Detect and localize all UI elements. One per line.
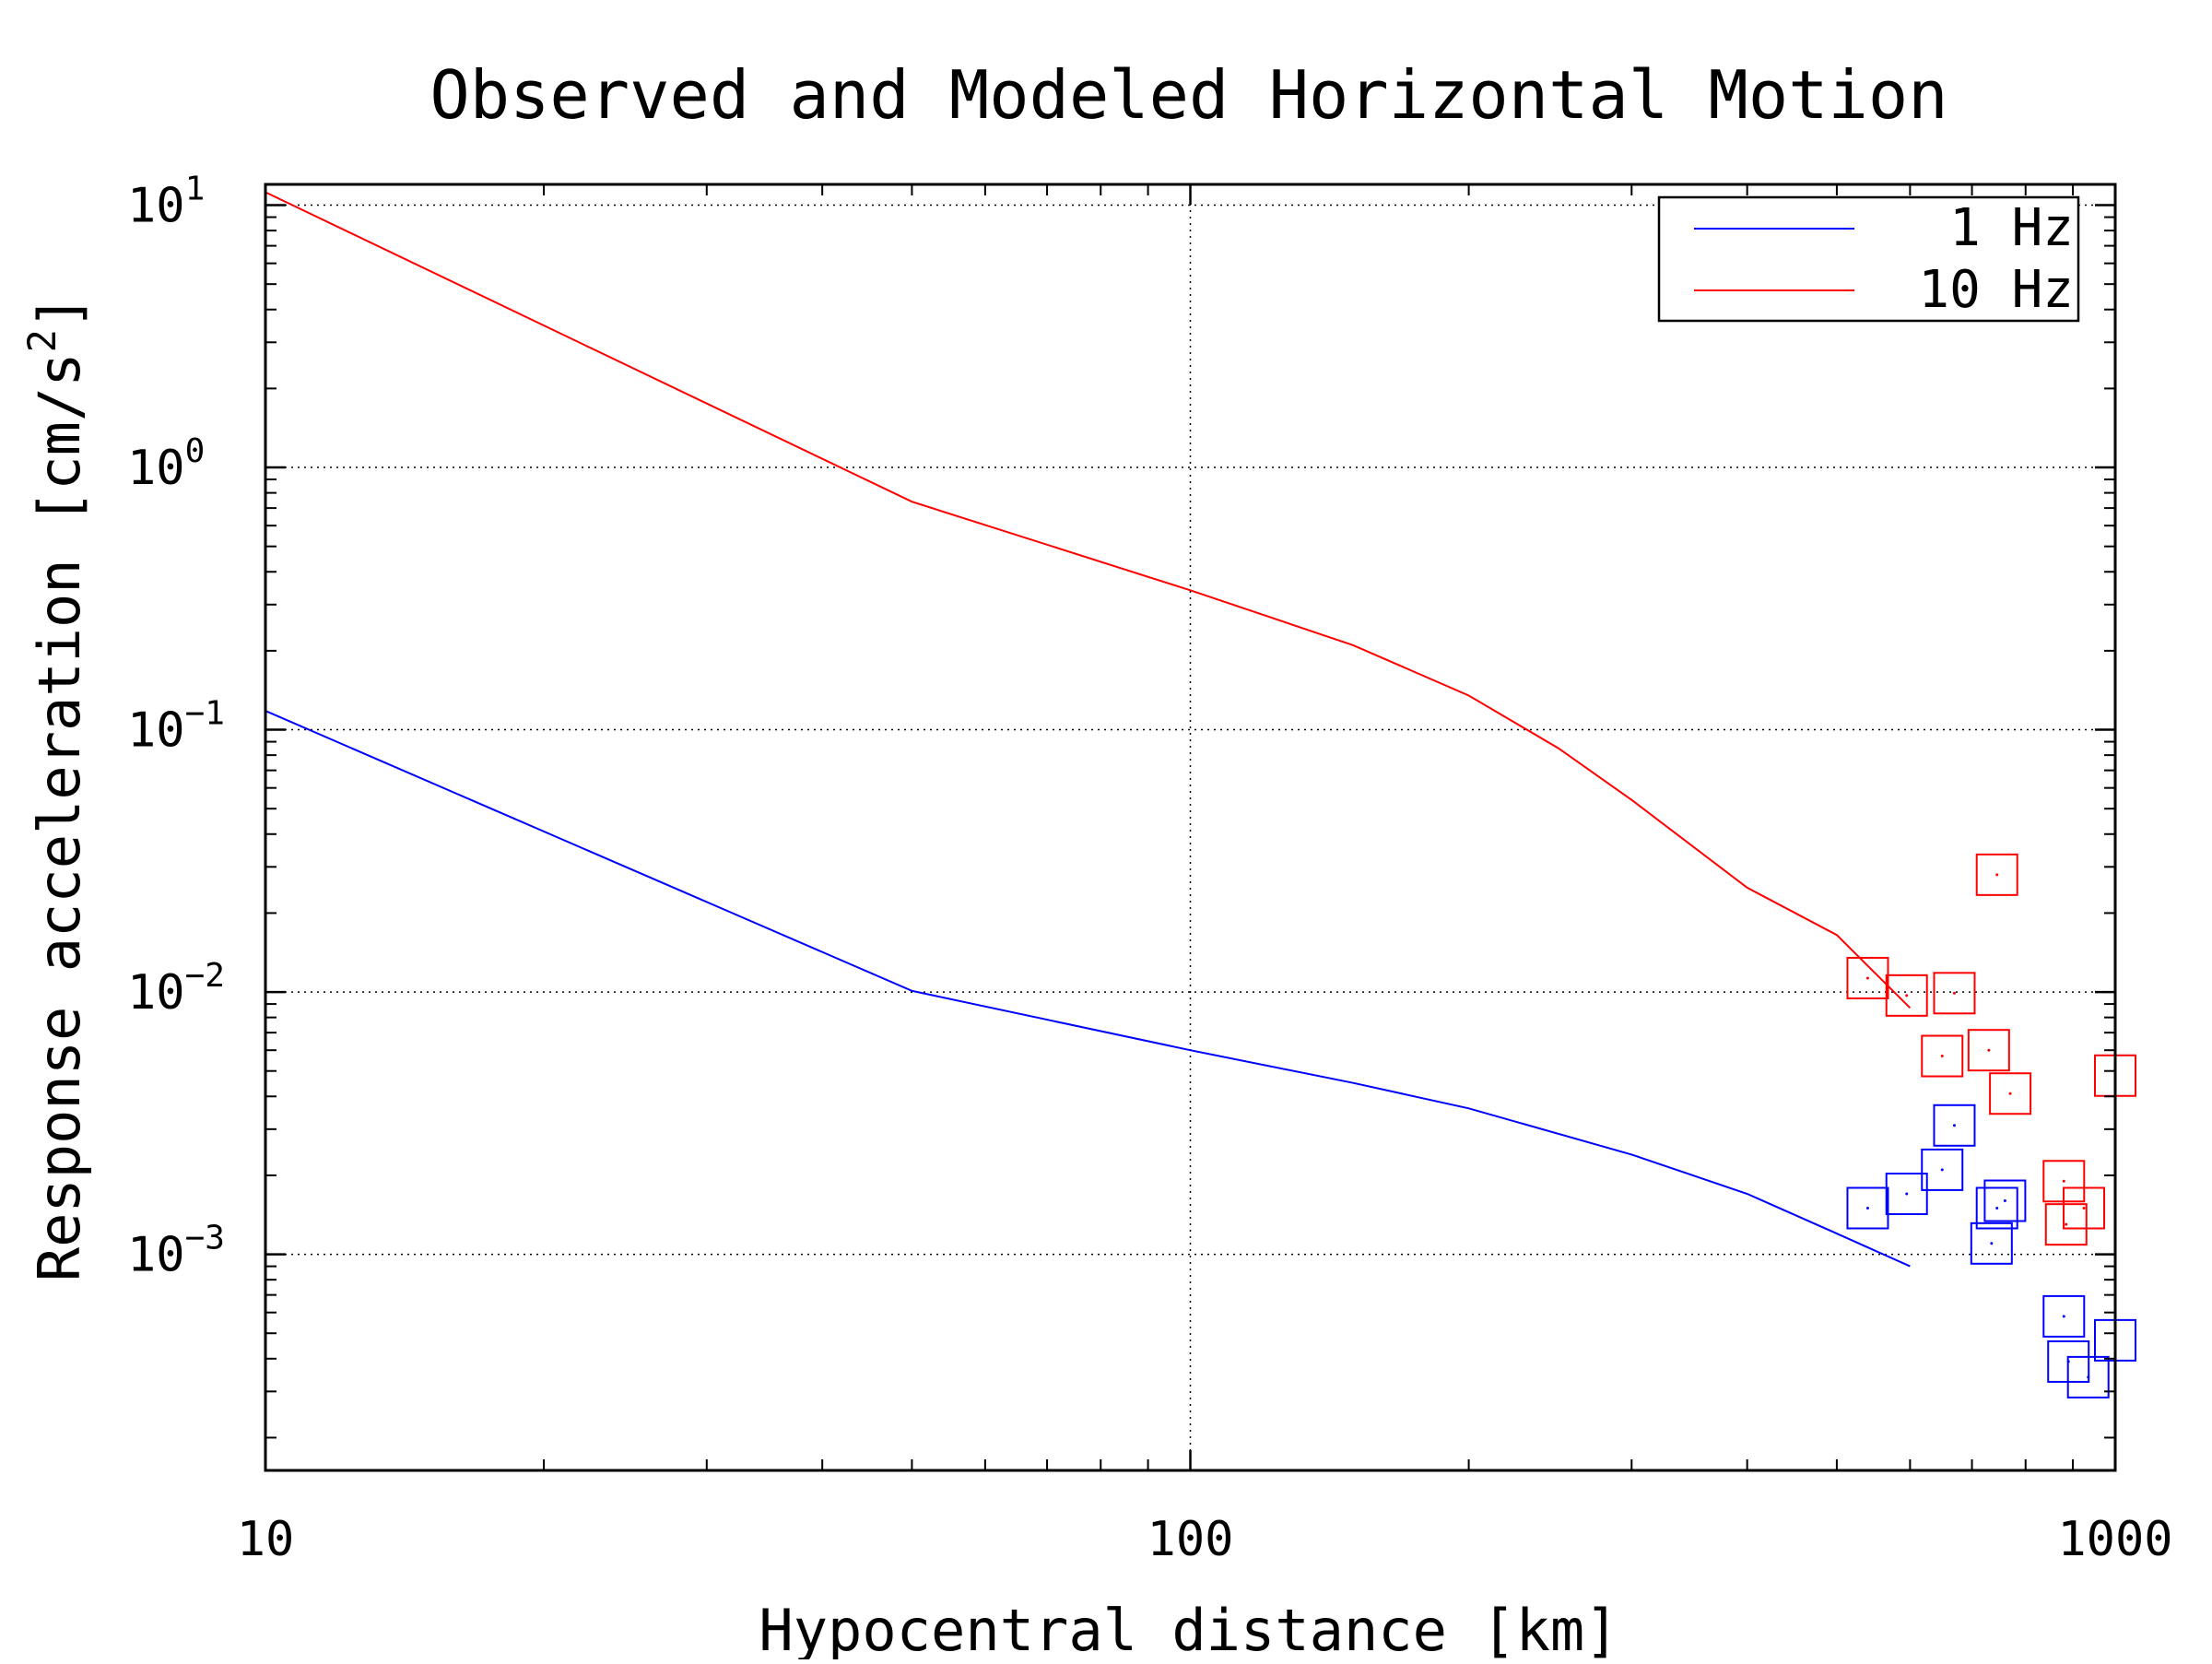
- scatter-point: [1885, 974, 1928, 1017]
- y-tick-label: 100: [127, 432, 205, 496]
- scatter-point: [2066, 1355, 2110, 1398]
- y-tick-label: 10−1: [127, 695, 225, 759]
- scatter-center-dot: [1952, 1124, 1956, 1127]
- series-line-1-hz: [265, 710, 1911, 1268]
- y-axis-label-main: Response acceleration [cm/s: [26, 352, 93, 1281]
- y-tick-label: 10−2: [127, 957, 225, 1021]
- legend-box: [1657, 195, 2080, 323]
- scatter-center-dot: [2082, 1206, 2086, 1210]
- scatter-square-marker: [1846, 956, 1889, 999]
- scatter-center-dot: [1952, 991, 1956, 995]
- ticks: [264, 184, 2117, 1470]
- scatter-square-marker: [1885, 1173, 1928, 1216]
- scatter-center-dot: [2062, 1179, 2065, 1183]
- scatter-square-marker: [1921, 1034, 1964, 1078]
- x-axis-label: Hypocentral distance [km]: [759, 1597, 1618, 1659]
- scatter-center-dot: [1990, 1242, 1994, 1245]
- scatter-point: [1846, 1186, 1889, 1230]
- scatter-point: [1921, 1148, 1964, 1191]
- scatter-square-marker: [1970, 1221, 2013, 1265]
- scatter-square-marker: [1846, 1186, 1889, 1230]
- y-axis-label-superscript: 2: [19, 329, 65, 352]
- grid: [265, 184, 2115, 1470]
- scatter-point: [1975, 853, 2018, 896]
- scatter-center-dot: [2065, 1222, 2068, 1226]
- scatter-center-dot: [1995, 873, 1999, 877]
- scatter-center-dot: [1905, 1192, 1909, 1196]
- scatter-center-dot: [1905, 994, 1909, 997]
- series-layer: [265, 191, 2136, 1398]
- scatter-point: [1933, 1103, 1976, 1147]
- y-axis-label-end: ]: [26, 295, 93, 329]
- chart-title: Observed and Modeled Horizontal Motion: [429, 56, 1947, 134]
- scatter-point: [1983, 1179, 2027, 1222]
- scatter-point: [1846, 956, 1889, 999]
- scatter-point: [1933, 972, 1976, 1015]
- scatter-center-dot: [1940, 1055, 1944, 1058]
- scatter-center-dot: [1940, 1168, 1944, 1172]
- scatter-square-marker: [1967, 1029, 2010, 1072]
- scatter-center-dot: [2008, 1092, 2012, 1095]
- scatter-square-marker: [2066, 1355, 2110, 1398]
- y-axis-label: Response acceleration [cm/s2]: [19, 295, 93, 1281]
- legend-label-1hz: 1 Hz: [1949, 198, 2074, 258]
- scatter-square-marker: [1933, 972, 1976, 1015]
- scatter-point: [1967, 1029, 2010, 1072]
- scatter-square-marker: [1983, 1179, 2027, 1222]
- scatter-point: [2044, 1203, 2088, 1246]
- scatter-center-dot: [2062, 1315, 2065, 1318]
- scatter-center-dot: [1995, 1206, 1999, 1210]
- tick-labels: 10 100 1000 101 100 10−1 10−2 10−3: [127, 171, 2173, 1567]
- x-tick-label: 10: [237, 1512, 295, 1567]
- scatter-center-dot: [2087, 1375, 2090, 1379]
- scatter-center-dot: [1987, 1048, 1991, 1052]
- scatter-center-dot: [1865, 1206, 1869, 1210]
- scatter-square-marker: [1933, 1103, 1976, 1147]
- scatter-center-dot: [2003, 1199, 2006, 1203]
- scatter-point: [2042, 1294, 2086, 1338]
- scatter-square-marker: [1885, 974, 1928, 1017]
- scatter-point: [1970, 1221, 2013, 1265]
- scatter-point: [1975, 1186, 2018, 1230]
- scatter-point: [1885, 1173, 1928, 1216]
- scatter-center-dot: [1865, 976, 1869, 980]
- scatter-square-marker: [1975, 1186, 2018, 1230]
- scatter-square-marker: [1975, 853, 2018, 896]
- scatter-square-marker: [2042, 1294, 2086, 1338]
- scatter-square-marker: [2044, 1203, 2088, 1246]
- x-tick-label: 100: [1147, 1512, 1234, 1567]
- legend-label-10hz: 10 Hz: [1918, 260, 2074, 320]
- series-line-10-hz: [265, 191, 1912, 1009]
- legend: 1 Hz 10 Hz: [1657, 195, 2080, 323]
- scatter-square-marker: [1989, 1072, 2032, 1115]
- scatter-point: [1989, 1072, 2032, 1115]
- scatter-square-marker: [2063, 1186, 2106, 1230]
- y-tick-label: 10−3: [127, 1220, 225, 1283]
- y-tick-label: 101: [127, 171, 205, 234]
- scatter-point: [2063, 1186, 2106, 1230]
- scatter-point: [1921, 1034, 1964, 1078]
- x-tick-label: 1000: [2057, 1512, 2172, 1567]
- scatter-square-marker: [1921, 1148, 1964, 1191]
